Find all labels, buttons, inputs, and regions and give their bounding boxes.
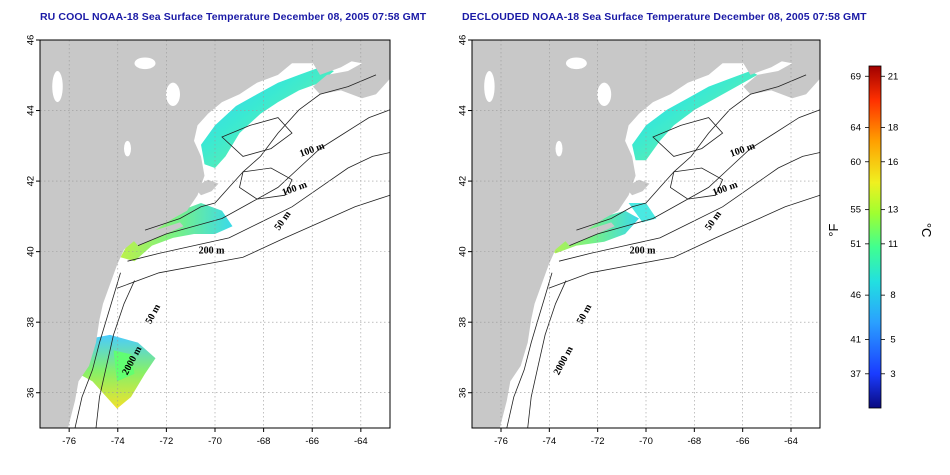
lake xyxy=(52,71,63,103)
y-tick-label: 44 xyxy=(26,105,37,116)
right-panel-title: DECLOUDED NOAA-18 Sea Surface Temperatur… xyxy=(462,11,867,23)
fahrenheit-unit-label: °F xyxy=(826,224,841,237)
colorbar-label-c: 18 xyxy=(888,123,899,134)
x-tick-label: -70 xyxy=(639,436,653,447)
y-tick-label: 36 xyxy=(26,387,37,398)
sst-patch xyxy=(120,203,233,262)
colorbar: 69 64 60 55 51 46 41 37 21 18 16 13 11 8 5 3 °F °C xyxy=(826,65,934,409)
lake xyxy=(166,82,180,106)
colorbar-label-c: 21 xyxy=(888,71,899,82)
isobath-contour xyxy=(95,280,135,428)
x-tick-label: -68 xyxy=(257,436,271,447)
land-mass xyxy=(472,40,820,428)
colorbar-label-c: 13 xyxy=(888,205,899,216)
y-tick-label: 46 xyxy=(26,35,37,46)
lake xyxy=(565,57,587,70)
land-mass xyxy=(40,40,390,428)
colorbar-label-c: 5 xyxy=(890,335,895,346)
y-tick-label: 40 xyxy=(26,246,37,257)
long-island-land xyxy=(562,222,615,246)
long-island-land xyxy=(131,222,184,246)
isobath-contour xyxy=(144,74,377,231)
isobath-contour xyxy=(558,152,820,262)
x-tick-label: -74 xyxy=(111,436,125,447)
x-tick-label: -68 xyxy=(687,436,701,447)
x-tick-label: -64 xyxy=(784,436,798,447)
lake xyxy=(124,140,131,157)
isobath-contour xyxy=(527,280,567,428)
sst-patch xyxy=(201,67,334,168)
celsius-unit-label: °C xyxy=(919,223,934,238)
colorbar-label-f: 51 xyxy=(850,239,861,250)
y-tick-label: 44 xyxy=(458,105,469,116)
colorbar-label-f: 60 xyxy=(850,157,861,168)
isobath-contour xyxy=(239,167,293,200)
left-panel-title: RU COOL NOAA-18 Sea Surface Temperature … xyxy=(40,11,427,23)
y-tick-label: 38 xyxy=(26,317,37,328)
colorbar-label-f: 64 xyxy=(850,123,861,134)
y-tick-label: 36 xyxy=(458,387,469,398)
y-tick-label: 40 xyxy=(458,246,469,257)
sst-patch xyxy=(113,350,135,382)
x-tick-label: -70 xyxy=(208,436,222,447)
colorbar-label-f: 55 xyxy=(850,205,861,216)
colorbar-label-f: 41 xyxy=(850,335,861,346)
x-tick-label: -72 xyxy=(591,436,605,447)
cape-cod-land xyxy=(194,179,219,196)
y-tick-label: 46 xyxy=(458,35,469,46)
x-tick-label: -66 xyxy=(736,436,750,447)
x-tick-label: -64 xyxy=(354,436,368,447)
x-tick-label: -76 xyxy=(62,436,76,447)
lake xyxy=(597,82,612,106)
isobath-contour xyxy=(116,194,390,289)
lake xyxy=(134,57,156,70)
isobath-contour xyxy=(127,152,390,262)
lake xyxy=(555,140,563,157)
x-tick-label: -74 xyxy=(542,436,556,447)
y-tick-label: 42 xyxy=(26,176,37,187)
colorbar-label-c: 3 xyxy=(890,369,895,380)
colorbar-label-c: 11 xyxy=(888,239,898,250)
isobath-contour xyxy=(569,109,820,246)
cape-cod-land xyxy=(625,179,650,196)
colorbar-label-c: 16 xyxy=(888,157,899,168)
x-tick-label: -76 xyxy=(494,436,508,447)
y-tick-label: 38 xyxy=(458,317,469,328)
isobath-contour xyxy=(576,74,807,231)
nova-scotia-land xyxy=(701,40,820,99)
colorbar-gradient xyxy=(868,65,882,409)
x-tick-label: -72 xyxy=(160,436,174,447)
isobath-contour xyxy=(137,109,390,246)
graticule xyxy=(472,40,820,428)
isobath-contour xyxy=(74,272,121,428)
x-tick-label: -66 xyxy=(305,436,319,447)
sst-patch xyxy=(628,203,657,223)
colorbar-label-f: 69 xyxy=(850,71,861,82)
isobath-contour xyxy=(548,194,820,289)
contour-label: 200 m xyxy=(199,245,226,256)
isobath-contour xyxy=(669,167,724,200)
isobath-contour xyxy=(506,272,553,428)
isobath-contour xyxy=(221,117,293,157)
colorbar-label-f: 37 xyxy=(850,369,861,380)
colorbar-label-f: 46 xyxy=(850,290,861,301)
graticule xyxy=(40,40,390,428)
isobath-contour xyxy=(652,117,724,157)
sst-patch xyxy=(632,71,758,161)
lake xyxy=(484,71,495,103)
nova-scotia-land xyxy=(271,40,390,99)
contour-label: 200 m xyxy=(630,245,657,256)
colorbar-label-c: 8 xyxy=(890,290,895,301)
y-tick-label: 42 xyxy=(458,176,469,187)
